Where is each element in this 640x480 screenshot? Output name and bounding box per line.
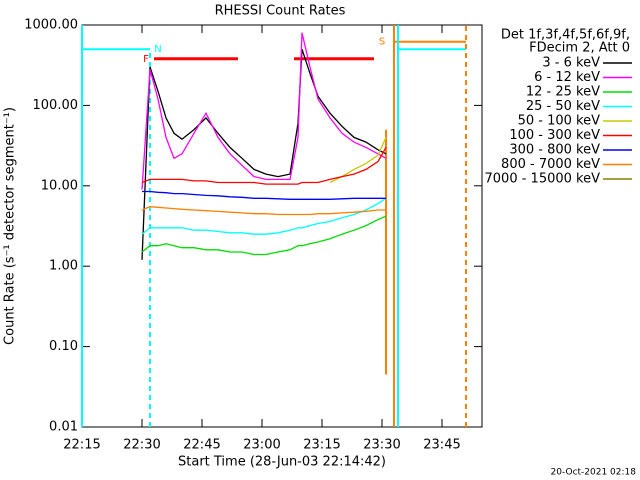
- legend-label: 100 - 300 keV: [509, 128, 600, 143]
- series-line: [142, 190, 386, 200]
- x-tick-label: 23:30: [363, 438, 400, 453]
- y-tick-label: 1.00: [49, 259, 78, 274]
- x-tick-label: 23:00: [243, 438, 280, 453]
- series-line: [141, 197, 387, 235]
- flag-label: N: [154, 44, 161, 55]
- plot-frame: [81, 24, 483, 428]
- footer: 20-Oct-2021 02:18: [551, 468, 637, 478]
- legend-label: 300 - 800 keV: [509, 143, 600, 158]
- legend-label: 3 - 6 keV: [542, 56, 600, 71]
- y-tick-label: 0.10: [49, 339, 78, 354]
- y-axis-label: Count Rate (s⁻¹ detector segment⁻¹): [3, 107, 18, 345]
- series-line: [141, 215, 387, 256]
- y-tick-label: 10.00: [41, 178, 78, 193]
- x-tick-label: 22:30: [123, 438, 160, 453]
- legend-header: FDecim 2, Att 0: [529, 41, 630, 56]
- legend-label: 6 - 12 keV: [534, 70, 600, 85]
- y-tick-label: 100.00: [33, 98, 79, 113]
- legend-label: 25 - 50 keV: [526, 99, 600, 114]
- legend-header: Det 1f,3f,4f,5f,6f,9f,: [501, 28, 630, 43]
- series-line: [141, 48, 387, 260]
- x-tick-label: 22:15: [63, 438, 100, 453]
- x-axis-label: Start Time (28-Jun-03 22:14:42): [178, 455, 386, 470]
- chart-title: RHESSI Count Rates: [215, 4, 346, 19]
- legend-label: 800 - 7000 keV: [501, 157, 600, 172]
- series-line: [141, 32, 387, 190]
- series-line: [141, 147, 387, 185]
- legend-label: 12 - 25 keV: [526, 85, 600, 100]
- series-line: [141, 206, 386, 216]
- legend-label: 7000 - 15000 keV: [485, 172, 601, 187]
- x-tick-label: 23:45: [423, 438, 460, 453]
- y-tick-label: 0.01: [49, 420, 78, 435]
- x-tick-label: 22:45: [183, 438, 220, 453]
- x-tick-label: 23:15: [303, 438, 340, 453]
- flag-label: F: [143, 54, 149, 65]
- flag-label: S: [379, 37, 385, 48]
- y-tick-label: 1000.00: [24, 18, 78, 33]
- legend-label: 50 - 100 keV: [518, 114, 601, 129]
